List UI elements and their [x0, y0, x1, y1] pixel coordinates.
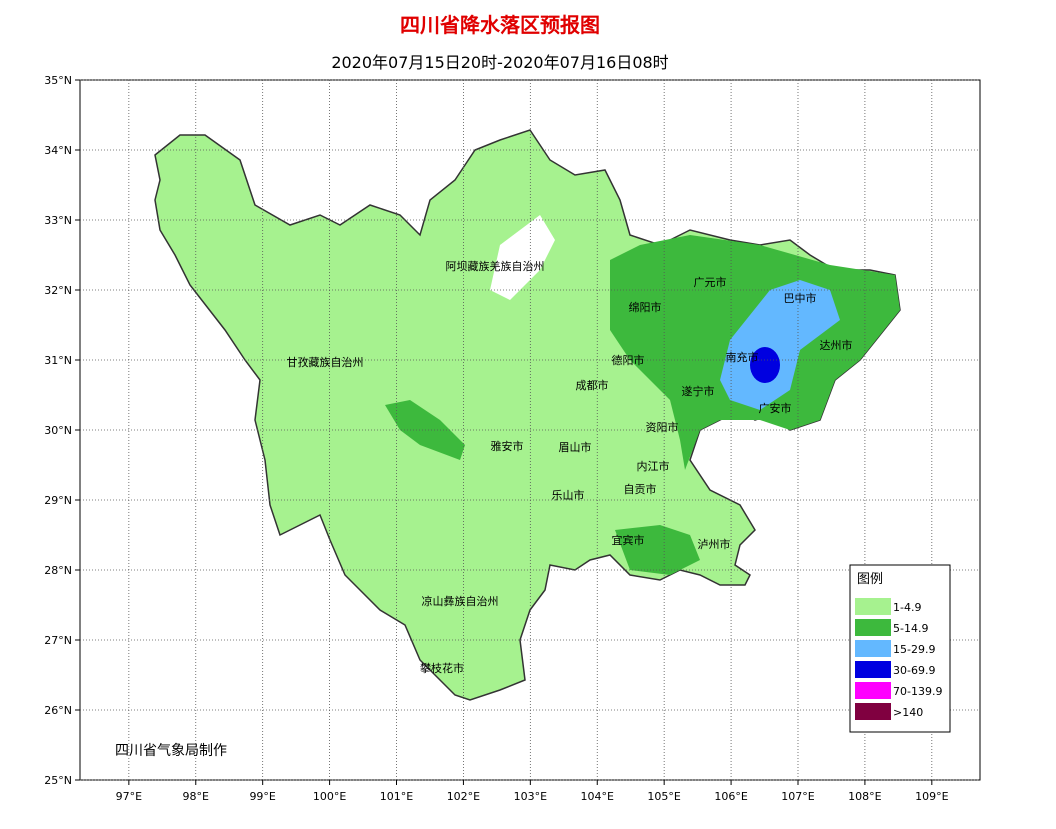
- y-tick-label: 34°N: [44, 144, 72, 157]
- province-shape: [154, 129, 901, 701]
- y-tick-label: 28°N: [44, 564, 72, 577]
- place-label: 内江市: [637, 459, 670, 473]
- x-tick-label: 100°E: [313, 790, 346, 803]
- y-tick-label: 29°N: [44, 494, 72, 507]
- legend-label: 30-69.9: [893, 664, 935, 677]
- x-tick-label: 98°E: [183, 790, 209, 803]
- y-tick-label: 26°N: [44, 704, 72, 717]
- y-tick-label: 32°N: [44, 284, 72, 297]
- legend-label: 1-4.9: [893, 601, 921, 614]
- legend-label: >140: [893, 706, 923, 719]
- legend-label: 15-29.9: [893, 643, 935, 656]
- x-tick-label: 107°E: [781, 790, 814, 803]
- place-label: 广元市: [694, 275, 727, 289]
- place-label: 广安市: [759, 401, 792, 415]
- place-label: 巴中市: [784, 291, 817, 305]
- x-tick-label: 108°E: [848, 790, 881, 803]
- legend-title: 图例: [857, 572, 883, 587]
- y-tick-label: 35°N: [44, 74, 72, 87]
- x-tick-label: 97°E: [116, 790, 142, 803]
- x-tick-label: 106°E: [714, 790, 747, 803]
- y-tick-label: 30°N: [44, 424, 72, 437]
- place-label: 眉山市: [559, 440, 592, 454]
- place-label: 攀枝花市: [420, 661, 464, 675]
- place-label: 遂宁市: [682, 384, 715, 398]
- place-label: 泸州市: [698, 537, 731, 551]
- x-tick-label: 102°E: [447, 790, 480, 803]
- legend-swatch: [855, 682, 891, 699]
- y-tick-label: 31°N: [44, 354, 72, 367]
- legend-swatch: [855, 640, 891, 657]
- place-label: 南充市: [726, 350, 759, 364]
- legend-swatch: [855, 619, 891, 636]
- place-label: 宜宾市: [612, 533, 645, 547]
- place-label: 绵阳市: [629, 300, 662, 314]
- legend-label: 5-14.9: [893, 622, 928, 635]
- y-tick-label: 33°N: [44, 214, 72, 227]
- legend-swatch: [855, 703, 891, 720]
- place-label: 成都市: [576, 378, 609, 392]
- title: 四川省降水落区预报图: [400, 13, 600, 37]
- place-label: 凉山彝族自治州: [422, 594, 499, 608]
- subtitle: 2020年07月15日20时-2020年07月16日08时: [331, 53, 668, 72]
- place-label: 资阳市: [646, 420, 679, 434]
- place-label: 自贡市: [624, 482, 657, 496]
- y-tick-label: 27°N: [44, 634, 72, 647]
- x-tick-label: 99°E: [249, 790, 275, 803]
- y-tick-label: 25°N: [44, 774, 72, 787]
- place-label: 甘孜藏族自治州: [287, 355, 364, 369]
- place-label: 雅安市: [491, 439, 524, 453]
- legend-swatch: [855, 598, 891, 615]
- place-label: 德阳市: [612, 353, 645, 367]
- x-tick-label: 101°E: [380, 790, 413, 803]
- place-label: 达州市: [820, 338, 853, 352]
- place-label: 阿坝藏族羌族自治州: [446, 259, 545, 273]
- x-tick-label: 104°E: [581, 790, 614, 803]
- place-label: 乐山市: [552, 488, 585, 502]
- legend-label: 70-139.9: [893, 685, 942, 698]
- x-tick-label: 105°E: [647, 790, 680, 803]
- x-tick-label: 103°E: [514, 790, 547, 803]
- legend-swatch: [855, 661, 891, 678]
- x-tick-label: 109°E: [915, 790, 948, 803]
- credit: 四川省气象局制作: [115, 743, 227, 759]
